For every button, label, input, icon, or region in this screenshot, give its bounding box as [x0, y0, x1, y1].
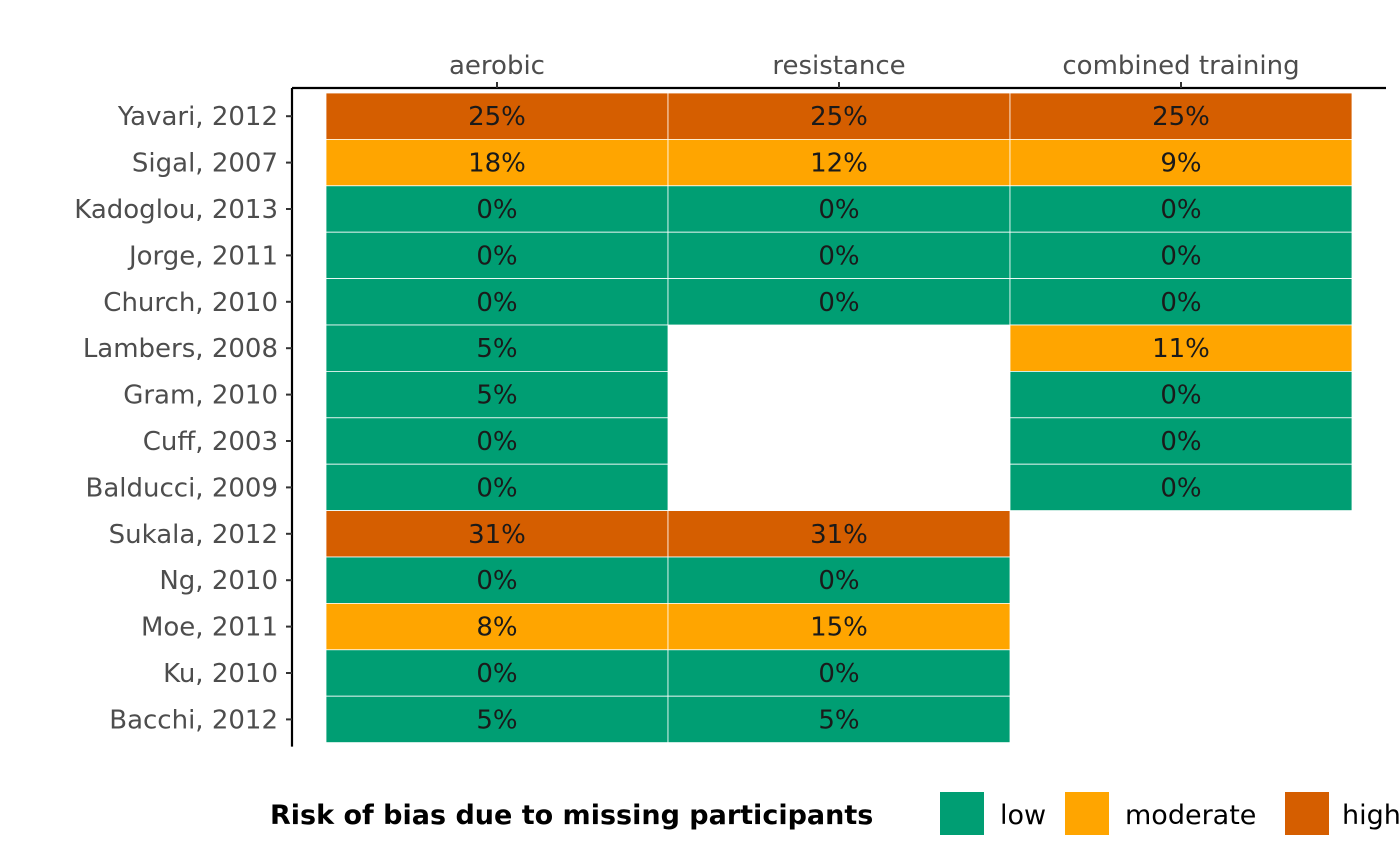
heatmap-cell — [1009, 278, 1353, 326]
cell-value-label: 5% — [818, 705, 859, 735]
heatmap-cell — [325, 695, 669, 744]
y-tick-label: Kadoglou, 2013 — [74, 195, 278, 225]
heatmap-cell — [1009, 463, 1353, 512]
y-tick-label: Cuff, 2003 — [143, 427, 278, 457]
cell-value-label: 25% — [1152, 102, 1210, 132]
legend-label-low: low — [1000, 800, 1046, 831]
x-axis-labels: aerobic resistance combined training — [449, 51, 1300, 81]
cell-value-label: 0% — [1160, 195, 1201, 225]
heatmap-cell — [325, 510, 669, 558]
cell-value-label: 0% — [1160, 427, 1201, 457]
legend-key-low — [940, 792, 984, 835]
y-tick-label: Jorge, 2011 — [127, 241, 278, 271]
legend-key-high — [1285, 792, 1329, 835]
cell-value-label: 0% — [476, 659, 517, 689]
heatmap-cell — [667, 185, 1011, 233]
cell-value-label: 31% — [810, 520, 868, 550]
cell-value-label: 18% — [468, 149, 526, 179]
legend-label-high: high — [1342, 800, 1400, 831]
y-tick-label: Ku, 2010 — [163, 659, 278, 689]
heatmap-cell — [325, 370, 669, 419]
heatmap-cell — [1009, 185, 1353, 233]
cell-value-label: 15% — [810, 613, 868, 643]
y-tick-label: Sigal, 2007 — [132, 149, 278, 179]
heatmap-cell — [667, 695, 1011, 744]
cell-value-label: 0% — [818, 195, 859, 225]
heatmap-cell — [1009, 231, 1353, 279]
cell-value-label: 31% — [468, 520, 526, 550]
heatmap-cell — [667, 510, 1011, 558]
cell-value-label: 25% — [810, 102, 868, 132]
y-tick-label: Sukala, 2012 — [109, 520, 278, 550]
heatmap-cell — [667, 138, 1011, 187]
cell-value-label: 0% — [818, 659, 859, 689]
cell-value-label: 12% — [810, 149, 868, 179]
x-tick-label: combined training — [1062, 51, 1299, 81]
heatmap-cell — [325, 92, 669, 140]
heatmap-cell — [667, 649, 1011, 697]
cell-value-label: 0% — [818, 241, 859, 271]
axes — [286, 82, 1386, 747]
y-tick-label: Ng, 2010 — [159, 566, 278, 596]
cell-value-label: 5% — [476, 381, 517, 411]
cell-value-label: 0% — [818, 288, 859, 318]
cell-value-label: 0% — [476, 427, 517, 457]
cell-value-label: 25% — [468, 102, 526, 132]
heatmap-cell — [325, 417, 669, 465]
y-tick-label: Yavari, 2012 — [117, 102, 278, 132]
legend: Risk of bias due to missing participants… — [270, 792, 1400, 835]
heatmap-cell — [325, 463, 669, 512]
heatmap-cell — [667, 603, 1011, 651]
cell-value-label: 0% — [476, 566, 517, 596]
cell-value-label: 11% — [1152, 334, 1210, 364]
heatmap-cell — [1009, 92, 1353, 140]
heatmap-cell — [1009, 417, 1353, 465]
cell-value-label: 0% — [1160, 241, 1201, 271]
cell-value-label: 5% — [476, 705, 517, 735]
cell-value-label: 0% — [476, 288, 517, 318]
y-tick-label: Gram, 2010 — [123, 381, 278, 411]
y-tick-label: Balducci, 2009 — [86, 473, 279, 503]
cell-value-label: 8% — [476, 613, 517, 643]
heatmap-cell — [1009, 324, 1353, 372]
cell-value-label: 0% — [818, 566, 859, 596]
cell-value-label: 0% — [476, 241, 517, 271]
legend-title: Risk of bias due to missing participants — [270, 800, 873, 831]
heatmap-cell — [1009, 370, 1353, 419]
heatmap-cell — [325, 185, 669, 233]
heatmap-cell — [325, 231, 669, 279]
cell-value-label: 0% — [476, 195, 517, 225]
y-tick-label: Moe, 2011 — [141, 613, 278, 643]
cell-value-label: 0% — [476, 473, 517, 503]
legend-label-moderate: moderate — [1125, 800, 1256, 831]
cell-value-label: 0% — [1160, 288, 1201, 318]
cell-value-label: 0% — [1160, 381, 1201, 411]
heatmap-cell — [325, 324, 669, 372]
heatmap-cells: 25% 25% 25% 18% 12% 9% 0% 0% 0% 0% 0% 0% 0% 0% 0% 5% 11%… — [325, 92, 1353, 744]
heatmap-cell — [325, 138, 669, 187]
heatmap-cell — [667, 278, 1011, 326]
y-tick-label: Church, 2010 — [103, 288, 278, 318]
heatmap-cell — [667, 231, 1011, 279]
heatmap-cell — [325, 649, 669, 697]
heatmap-cell — [667, 556, 1011, 604]
y-tick-label: Bacchi, 2012 — [109, 705, 278, 735]
y-tick-label: Lambers, 2008 — [83, 334, 278, 364]
legend-key-moderate — [1065, 792, 1109, 835]
x-tick-label: aerobic — [449, 51, 545, 81]
heatmap-cell — [667, 92, 1011, 140]
x-tick-label: resistance — [772, 51, 905, 81]
cell-value-label: 0% — [1160, 473, 1201, 503]
y-axis-labels: Yavari, 2012 Sigal, 2007 Kadoglou, 2013 Jor… — [74, 102, 278, 735]
cell-value-label: 5% — [476, 334, 517, 364]
heatmap-cell — [325, 603, 669, 651]
cell-value-label: 9% — [1160, 149, 1201, 179]
